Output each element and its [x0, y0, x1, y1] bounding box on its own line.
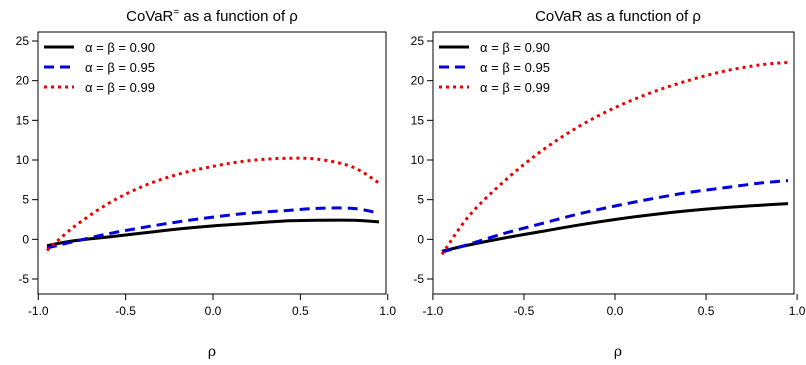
right-y-tick-label: 5: [417, 193, 424, 207]
left-legend-label-3: α = β = 0.99: [85, 80, 155, 95]
left-y-axis: -5 0 5 10 15 20 25: [16, 34, 38, 286]
left-legend-label-1: α = β = 0.90: [85, 40, 155, 55]
right-x-tick-label: 0.5: [698, 304, 715, 318]
left-chart-title: CoVaR= as a function of ρ: [126, 7, 298, 25]
right-x-tick-label: -1.0: [423, 304, 444, 318]
left-x-axis: -1.0 -0.5 0.0 0.5 1.0: [28, 294, 396, 318]
left-chart-panel: CoVaR= as a function of ρ -5 0 5 10 15 20 25 -…: [16, 7, 397, 360]
right-series-line-1: [441, 202, 789, 253]
right-x-tick-label: 1.0: [789, 304, 806, 318]
right-x-axis: -1.0 -0.5 0.0 0.5 1.0: [423, 294, 806, 318]
right-y-tick-label: 15: [411, 113, 425, 127]
left-series-line-1: [46, 218, 380, 248]
left-legend: α = β = 0.90 α = β = 0.95 α = β = 0.99: [44, 40, 155, 95]
left-x-tick-label: -1.0: [28, 304, 49, 318]
left-x-axis-label: ρ: [208, 344, 216, 360]
left-y-tick-label: 10: [16, 153, 30, 167]
left-x-tick-label: 0.0: [205, 304, 222, 318]
left-series-lines: [46, 156, 380, 252]
left-y-tick-label: 15: [16, 113, 30, 127]
left-y-tick-label: 5: [22, 193, 29, 207]
right-chart-title: CoVaR as a function of ρ: [535, 8, 701, 25]
left-x-tick-label: 0.5: [292, 304, 309, 318]
right-series-line-2: [441, 179, 789, 254]
right-plot-frame: [432, 31, 795, 295]
left-series-line-2: [46, 206, 380, 250]
right-series-lines: [440, 60, 789, 256]
left-plot-frame: [37, 31, 387, 295]
right-legend-label-3: α = β = 0.99: [480, 80, 550, 95]
right-y-tick-label: -5: [413, 272, 424, 286]
right-y-axis: -5 0 5 10 15 20 25: [411, 34, 433, 286]
right-legend-label-1: α = β = 0.90: [480, 40, 550, 55]
right-x-tick-label: -0.5: [514, 304, 535, 318]
left-legend-label-2: α = β = 0.95: [85, 60, 155, 75]
left-y-tick-label: -5: [18, 272, 29, 286]
left-y-tick-label: 0: [22, 232, 29, 246]
right-y-tick-label: 20: [411, 74, 425, 88]
right-x-tick-label: 0.0: [607, 304, 624, 318]
left-x-tick-label: 1.0: [379, 304, 396, 318]
right-chart-panel: CoVaR as a function of ρ -5 0 5 10 15 20 25 -1…: [411, 8, 806, 360]
right-y-tick-label: 25: [411, 34, 425, 48]
left-y-tick-label: 20: [16, 74, 30, 88]
right-x-axis-label: ρ: [614, 344, 622, 360]
right-legend-label-2: α = β = 0.95: [480, 60, 550, 75]
right-legend: α = β = 0.90 α = β = 0.95 α = β = 0.99: [439, 40, 550, 95]
right-y-tick-label: 0: [417, 232, 424, 246]
left-x-tick-label: -0.5: [115, 304, 136, 318]
left-y-tick-label: 25: [16, 34, 30, 48]
right-y-tick-label: 10: [411, 153, 425, 167]
left-series-line-3: [46, 156, 380, 252]
